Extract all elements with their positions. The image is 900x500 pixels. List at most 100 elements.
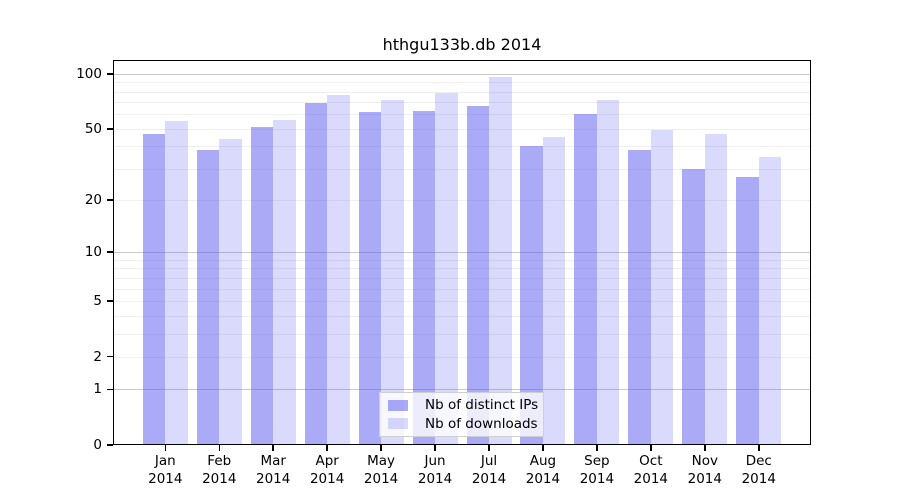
legend-label-distinct-ips: Nb of distinct IPs xyxy=(425,397,539,414)
x-axis-tick xyxy=(434,445,436,451)
bar-downloads-oct xyxy=(650,130,674,445)
x-axis-label-year: 2014 xyxy=(525,470,561,487)
legend: Nb of distinct IPs Nb of downloads xyxy=(379,392,544,437)
bar-distinct-ips-feb xyxy=(196,150,220,445)
bar-distinct-ips-may xyxy=(358,111,382,445)
y-axis-label: 0 xyxy=(93,437,102,453)
bar-downloads-aug xyxy=(542,137,566,445)
y-axis-tick xyxy=(107,388,113,390)
y-axis-label: 50 xyxy=(84,120,102,137)
bar-downloads-mar xyxy=(273,119,296,445)
x-axis-label-month: Apr xyxy=(315,453,339,469)
bar-downloads-nov xyxy=(704,133,728,445)
y-axis-tick xyxy=(107,444,113,446)
x-axis-label: May 2014 xyxy=(352,453,410,488)
gridline-minor xyxy=(113,128,811,130)
bar-downloads-jan xyxy=(165,121,188,445)
x-axis-label-month: Nov xyxy=(691,453,718,469)
x-axis-label-year: 2014 xyxy=(417,470,453,487)
y-axis-label: 5 xyxy=(93,292,102,309)
gridline-minor xyxy=(113,168,811,170)
gridline-minor xyxy=(113,277,811,279)
x-axis-tick xyxy=(326,445,328,451)
x-axis-label: Jan 2014 xyxy=(136,453,194,488)
bar-downloads-apr xyxy=(327,94,350,445)
x-axis-label: Sep 2014 xyxy=(568,453,626,488)
gridline-major xyxy=(113,389,811,391)
x-axis-label-month: Dec xyxy=(745,453,772,469)
gridline-minor xyxy=(113,259,811,261)
x-axis-label-year: 2014 xyxy=(579,470,615,487)
x-axis-tick xyxy=(542,445,544,451)
x-axis-label: Aug 2014 xyxy=(514,453,572,488)
x-axis-label-month: Jul xyxy=(480,453,498,469)
bar-distinct-ips-jan xyxy=(142,133,166,445)
x-axis-tick xyxy=(272,445,274,451)
y-axis-label: 1 xyxy=(93,381,102,398)
x-axis-label-year: 2014 xyxy=(471,470,507,487)
y-axis-tick xyxy=(107,251,113,253)
x-axis-label-year: 2014 xyxy=(148,470,183,487)
legend-swatch-distinct-ips xyxy=(388,400,408,411)
y-axis-label: 20 xyxy=(84,192,102,209)
x-axis-tick xyxy=(218,445,220,451)
x-axis-label: Nov 2014 xyxy=(676,453,734,488)
x-axis-label: Jun 2014 xyxy=(406,453,464,488)
bar-distinct-ips-sep xyxy=(574,114,597,445)
x-axis-label-month: Aug xyxy=(529,453,557,469)
bar-downloads-sep xyxy=(596,99,620,445)
legend-label-downloads: Nb of downloads xyxy=(425,415,538,432)
x-axis-label-month: May xyxy=(367,453,396,469)
gridline-minor xyxy=(113,91,811,93)
bar-downloads-dec xyxy=(758,156,782,445)
gridline-minor xyxy=(113,114,811,116)
x-axis-label-year: 2014 xyxy=(309,470,345,487)
gridline-minor xyxy=(113,82,811,84)
bar-downloads-may xyxy=(381,99,404,445)
x-axis-label-month: Mar xyxy=(260,453,286,469)
gridline-minor xyxy=(113,315,811,317)
gridline-minor xyxy=(113,200,811,202)
legend-item-downloads: Nb of downloads xyxy=(388,415,538,432)
y-axis-label: 10 xyxy=(84,244,102,261)
y-axis-tick xyxy=(107,355,113,358)
bar-downloads-jun xyxy=(435,92,458,445)
bar-series xyxy=(113,60,811,445)
bar-distinct-ips-mar xyxy=(250,127,274,445)
bar-distinct-ips-nov xyxy=(682,168,705,445)
x-axis-tick xyxy=(650,445,652,451)
x-axis-tick xyxy=(704,445,706,451)
gridline-major xyxy=(113,252,811,254)
gridline-minor xyxy=(113,146,811,148)
x-axis-label-month: Oct xyxy=(639,453,663,469)
x-axis-label-year: 2014 xyxy=(741,470,776,487)
bar-distinct-ips-jun xyxy=(412,110,436,445)
gridline-major xyxy=(113,73,811,75)
x-axis-label-year: 2014 xyxy=(363,470,399,487)
y-axis-label: 2 xyxy=(93,348,102,365)
y-axis-tick xyxy=(107,300,113,302)
gridline-minor xyxy=(113,333,811,335)
bar-distinct-ips-aug xyxy=(520,146,543,445)
x-axis-label-month: Sep xyxy=(584,453,610,469)
bar-distinct-ips-jul xyxy=(466,105,489,445)
x-axis-tick xyxy=(596,445,598,451)
gridline-minor xyxy=(113,102,811,104)
bar-distinct-ips-dec xyxy=(736,177,759,445)
y-axis-tick xyxy=(107,128,113,130)
x-axis-label: Dec 2014 xyxy=(730,453,788,488)
gridline-minor xyxy=(113,268,811,270)
x-axis-tick xyxy=(758,445,760,451)
legend-item-distinct-ips: Nb of distinct IPs xyxy=(388,397,539,414)
x-axis-tick xyxy=(380,445,382,451)
plot-area xyxy=(113,60,811,445)
bar-downloads-feb xyxy=(219,138,242,445)
y-axis-tick xyxy=(107,199,113,201)
x-axis-label: Oct 2014 xyxy=(622,453,680,488)
x-axis-label-year: 2014 xyxy=(202,470,237,487)
x-axis-tick xyxy=(164,445,167,451)
x-axis-label-year: 2014 xyxy=(687,470,722,487)
y-axis-label: 100 xyxy=(76,65,102,82)
gridline-minor xyxy=(113,288,811,290)
gridline-minor xyxy=(113,300,811,302)
